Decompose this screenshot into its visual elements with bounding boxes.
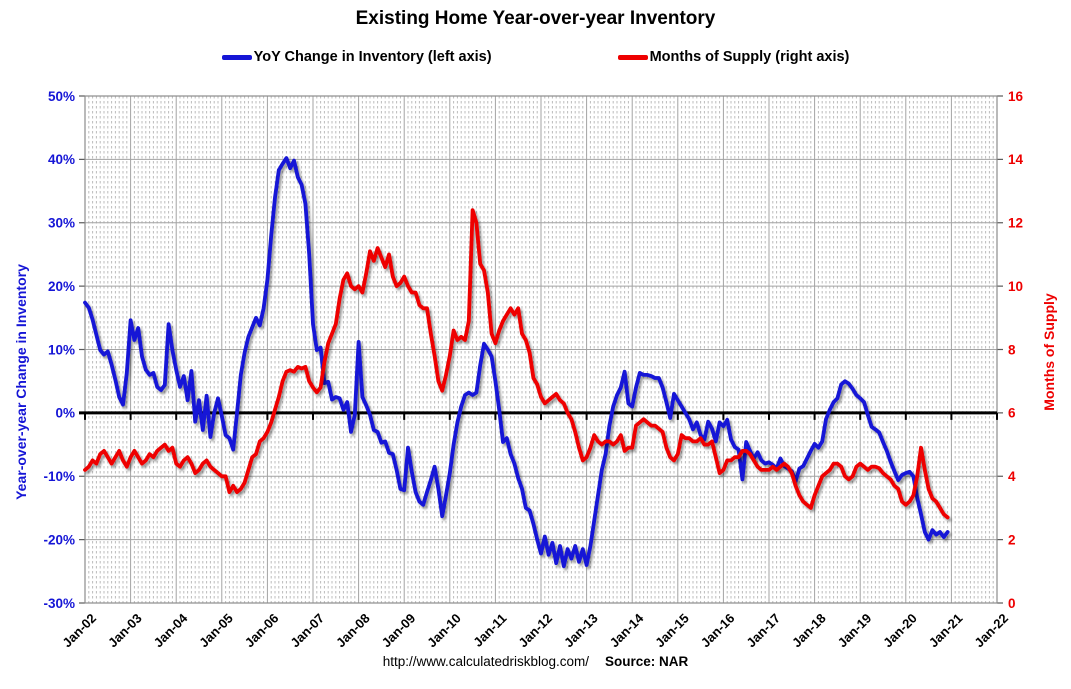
footer: http://www.calculatedriskblog.com/Source… bbox=[0, 654, 1071, 669]
x-axis-tick-label: Jan-19 bbox=[835, 611, 875, 651]
plot-border bbox=[84, 95, 998, 604]
legend-item-supply: Months of Supply (right axis) bbox=[617, 49, 850, 65]
left-axis-tick-label: 50% bbox=[48, 89, 75, 104]
x-axis-tick-label: Jan-03 bbox=[105, 611, 145, 651]
x-axis-tick-label: Jan-15 bbox=[652, 611, 692, 651]
gridlines bbox=[79, 95, 1003, 604]
right-axis-tick-label: 2 bbox=[1008, 532, 1016, 547]
data-series bbox=[83, 156, 950, 569]
right-axis-tick-labels: 16 14 12 10 8 6 4 2 0 bbox=[1008, 89, 1024, 611]
right-axis-tick-label: 4 bbox=[1008, 469, 1016, 484]
chart-title: Existing Home Year-over-year Inventory bbox=[355, 8, 716, 29]
footer-source: Source: NAR bbox=[605, 654, 689, 669]
x-axis-tick-label: Jan-11 bbox=[470, 611, 509, 650]
left-axis-tick-label: -20% bbox=[43, 532, 75, 547]
x-axis-tick-label: Jan-08 bbox=[333, 611, 373, 651]
left-axis-tick-label: 30% bbox=[48, 216, 75, 231]
left-axis-title: Year-over-year Change in Inventory bbox=[13, 264, 29, 500]
left-axis-tick-label: 10% bbox=[48, 342, 75, 357]
x-axis-tick-label: Jan-13 bbox=[561, 611, 601, 651]
zero-line bbox=[79, 411, 998, 420]
x-axis-tick-label: Jan-22 bbox=[971, 611, 1011, 651]
right-axis-tick-label: 16 bbox=[1008, 89, 1024, 104]
right-axis-tick-label: 14 bbox=[1008, 152, 1024, 167]
x-axis-tick-label: Jan-21 bbox=[926, 611, 966, 651]
yoy-line-swatch bbox=[221, 54, 252, 60]
x-axis-tick-label: Jan-07 bbox=[287, 611, 327, 651]
right-axis-tick-label: 8 bbox=[1008, 342, 1016, 357]
x-axis-tick-label: Jan-02 bbox=[59, 611, 99, 651]
x-axis-tick-label: Jan-16 bbox=[698, 611, 738, 651]
legend-label-yoy: YoY Change in Inventory (left axis) bbox=[253, 49, 492, 65]
left-axis-tick-label: -30% bbox=[43, 596, 75, 611]
supply-line-swatch bbox=[617, 54, 648, 60]
right-axis-tick-label: 12 bbox=[1008, 216, 1023, 231]
x-axis-tick-label: Jan-17 bbox=[743, 611, 783, 651]
x-axis-tick-label: Jan-14 bbox=[607, 610, 647, 650]
right-axis-tick-label: 6 bbox=[1008, 406, 1016, 421]
months-of-supply-line bbox=[83, 208, 950, 520]
x-axis-tick-label: Jan-05 bbox=[196, 611, 236, 651]
right-axis-tick-label: 0 bbox=[1008, 596, 1016, 611]
footer-url: http://www.calculatedriskblog.com/ bbox=[382, 654, 590, 669]
left-axis-tick-label: 40% bbox=[48, 152, 75, 167]
legend-item-yoy: YoY Change in Inventory (left axis) bbox=[221, 49, 492, 65]
legend-label-supply: Months of Supply (right axis) bbox=[649, 49, 850, 65]
x-axis-tick-label: Jan-09 bbox=[379, 611, 419, 651]
x-axis-tick-label: Jan-20 bbox=[880, 611, 920, 651]
x-axis-tick-label: Jan-18 bbox=[789, 611, 829, 651]
x-axis-tick-label: Jan-12 bbox=[515, 611, 555, 651]
left-axis-tick-label: 20% bbox=[48, 279, 75, 294]
left-axis-tick-label: 0% bbox=[55, 406, 75, 421]
left-axis-tick-labels: 50% 40% 30% 20% 10% 0% -10% -20% -30% bbox=[43, 89, 75, 611]
right-axis-title: Months of Supply bbox=[1041, 293, 1057, 411]
yoy-inventory-line bbox=[83, 156, 950, 569]
legend: YoY Change in Inventory (left axis) Mont… bbox=[0, 49, 1071, 65]
x-axis-tick-labels: Jan-02 Jan-03 Jan-04 Jan-05 Jan-06 Jan-07 Jan-… bbox=[59, 610, 1011, 650]
right-axis-tick-label: 10 bbox=[1008, 279, 1023, 294]
left-axis-tick-label: -10% bbox=[43, 469, 75, 484]
x-axis-tick-label: Jan-06 bbox=[242, 611, 282, 651]
x-axis-tick-label: Jan-10 bbox=[424, 611, 464, 651]
x-axis-tick-label: Jan-04 bbox=[151, 610, 191, 650]
